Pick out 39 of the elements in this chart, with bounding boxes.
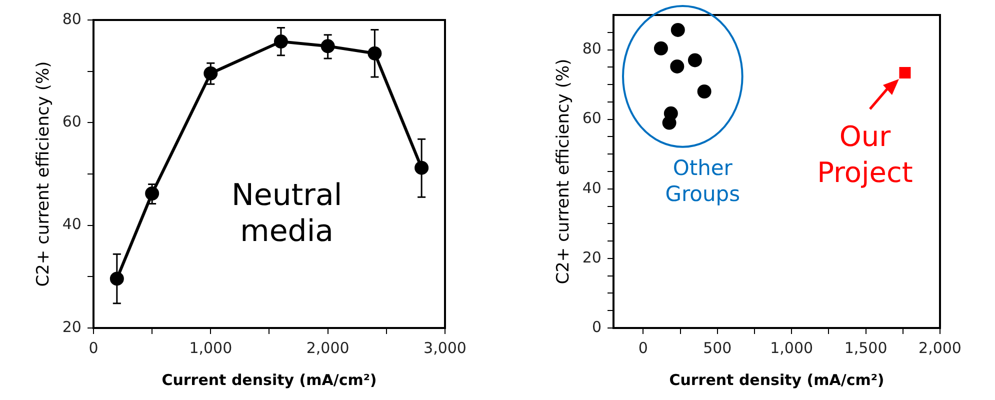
x-tick-label: 0 bbox=[638, 338, 648, 357]
x-tick-label: 2,000 bbox=[918, 338, 962, 357]
y-tick-label: 40 bbox=[582, 178, 602, 197]
annotation: Neutral media bbox=[231, 178, 342, 249]
x-tick-label: 500 bbox=[703, 338, 732, 357]
x-tick-label: 1,000 bbox=[189, 338, 232, 357]
point bbox=[662, 116, 676, 130]
point bbox=[274, 34, 288, 49]
point bbox=[654, 41, 668, 56]
point bbox=[145, 186, 160, 201]
point bbox=[697, 84, 712, 99]
point bbox=[414, 160, 429, 175]
point bbox=[670, 59, 684, 74]
legend-label: Our Project bbox=[816, 118, 914, 191]
y-tick-label: 60 bbox=[62, 112, 82, 131]
y-axis-title: C2+ current efficiency (%) bbox=[554, 58, 574, 284]
series-label: Other Groups bbox=[664, 154, 742, 207]
y-tick-label: 20 bbox=[62, 318, 82, 336]
point bbox=[899, 66, 911, 78]
x-axis-title: Current density (mA/cm²) bbox=[162, 370, 377, 389]
y-tick-label: 20 bbox=[582, 248, 602, 266]
y-tick-label: 0 bbox=[592, 318, 602, 336]
y-tick-label: 80 bbox=[62, 10, 82, 28]
point bbox=[110, 272, 124, 286]
x-tick-label: 3,000 bbox=[424, 338, 466, 357]
point bbox=[688, 53, 702, 68]
x-tick-label: 1,000 bbox=[770, 338, 814, 357]
y-axis-title: C2+ current efficiency (%) bbox=[34, 61, 54, 287]
point bbox=[368, 46, 382, 60]
x-tick-label: 1,500 bbox=[844, 338, 888, 357]
y-tick-label: 40 bbox=[62, 215, 82, 234]
x-tick-label: 2,000 bbox=[306, 338, 350, 357]
point bbox=[670, 22, 685, 37]
point bbox=[204, 66, 218, 80]
y-tick-label: 80 bbox=[582, 40, 602, 58]
y-tick-label: 60 bbox=[582, 109, 602, 128]
x-axis-title: Current density (mA/cm²) bbox=[669, 370, 884, 389]
x-tick-label: 0 bbox=[88, 338, 98, 357]
point bbox=[320, 39, 335, 54]
